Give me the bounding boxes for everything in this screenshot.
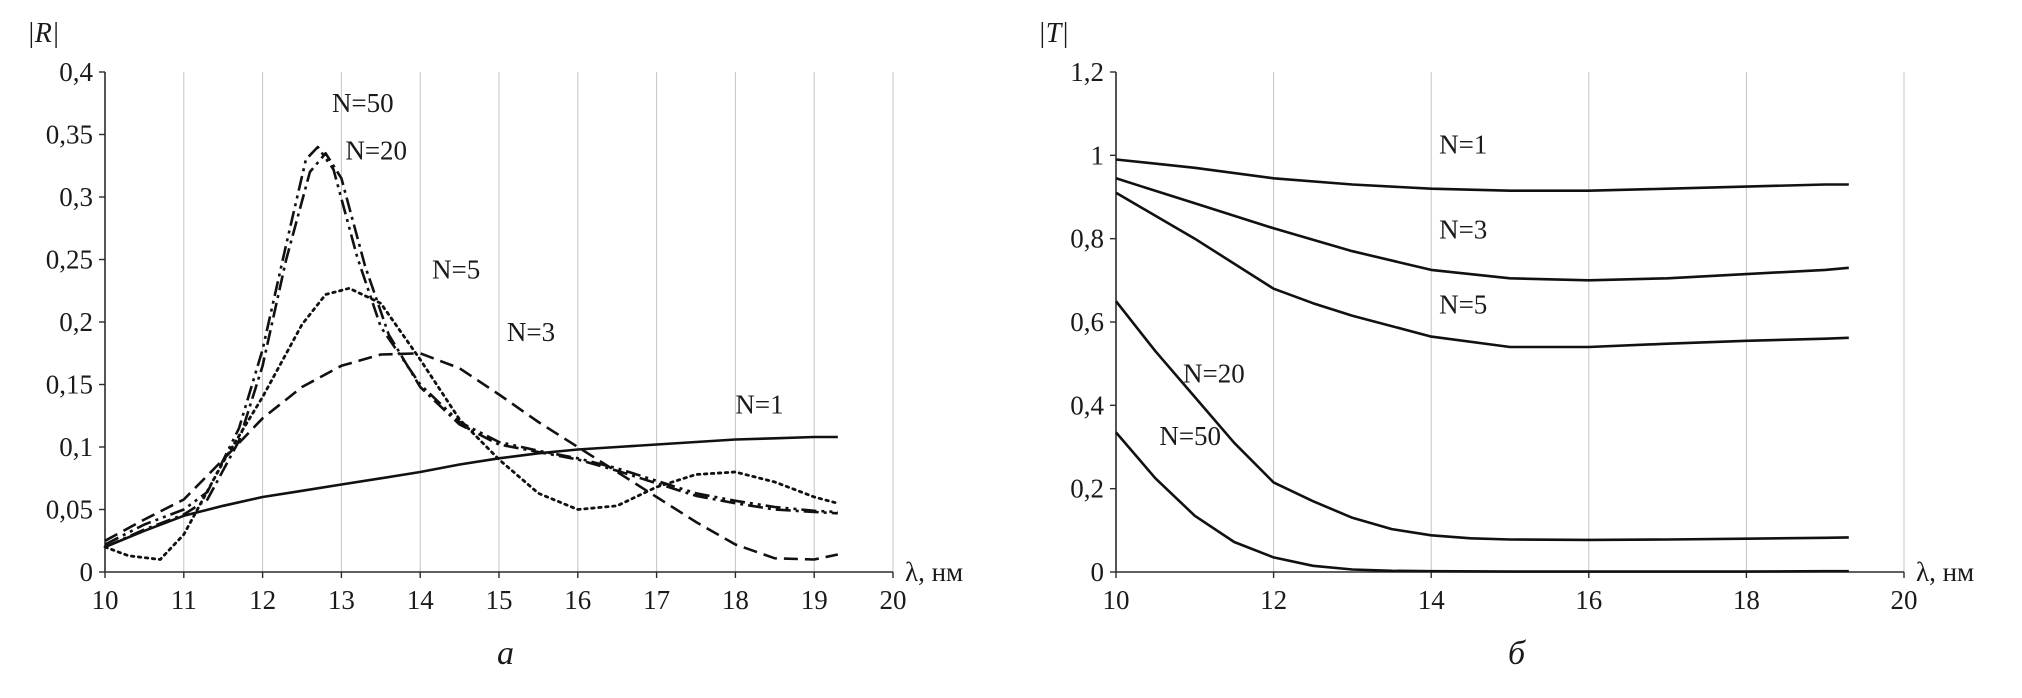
line-chart-svg: 0 0,05 0,1 0,15 0,2 0,25 0,3 0,35 0,4 10 11 12 13 14 1… (27, 18, 963, 615)
series-curve-N3 (1115, 177, 1849, 282)
x-tick-label: 10 (92, 585, 119, 615)
series-label-N1: N=1 (735, 389, 783, 419)
x-tick-label: 17 (643, 585, 670, 615)
y-tick-label: 0,8 (1070, 224, 1104, 254)
y-tick-label: 0,15 (46, 370, 93, 400)
x-tick-label: 20 (1891, 585, 1918, 615)
series-curve-N5 (1115, 191, 1849, 349)
x-tick-label: 19 (801, 585, 828, 615)
series-label-N20: N=20 (345, 136, 407, 166)
y-tick-label: 1,2 (1070, 57, 1104, 87)
figure-transmittance: 0 0,2 0,4 0,6 0,8 1 1,2 10 12 14 16 18 20 |T| λ, нм N=1… (1011, 0, 2022, 698)
y-tick-label: 0,3 (59, 182, 93, 212)
series-curve-N1 (104, 435, 838, 549)
y-tick-label: 0,1 (59, 432, 93, 462)
series-curve-N1 (1115, 158, 1849, 192)
x-tick-label: 18 (722, 585, 749, 615)
y-tick-label: 0,6 (1070, 307, 1104, 337)
y-tick-label: 0,35 (46, 120, 93, 150)
y-tick-label: 1 (1091, 140, 1105, 170)
series-label-N20: N=20 (1183, 358, 1245, 388)
y-tick-label: 0,4 (1070, 390, 1104, 420)
series-label-N3: N=3 (1439, 215, 1487, 245)
series-curve-N50 (104, 145, 838, 546)
transmittance-line-chart: 0 0,2 0,4 0,6 0,8 1 1,2 10 12 14 16 18 20 |T| λ, нм N=1… (1011, 0, 2022, 632)
series-label-N50: N=50 (1159, 421, 1221, 451)
x-tick-label: 14 (407, 585, 435, 615)
y-tick-label: 0 (1091, 557, 1105, 587)
x-tick-label: 10 (1103, 585, 1130, 615)
y-axis-title: |R| (27, 18, 60, 49)
x-tick-label: 12 (1260, 585, 1287, 615)
x-tick-label: 14 (1418, 585, 1446, 615)
y-tick-label: 0,2 (1070, 474, 1104, 504)
series-curve-N5 (103, 286, 840, 561)
y-tick-label: 0,05 (46, 495, 93, 525)
x-tick-label: 13 (328, 585, 355, 615)
figure-reflectance: 0 0,05 0,1 0,15 0,2 0,25 0,3 0,35 0,4 10 11 12 13 14 1… (0, 0, 1011, 672)
series-label-N5: N=5 (1439, 290, 1487, 320)
x-tick-label: 18 (1733, 585, 1760, 615)
y-tick-label: 0,25 (46, 245, 93, 275)
x-tick-label: 16 (1575, 585, 1602, 615)
x-tick-label: 12 (249, 585, 276, 615)
x-tick-label: 16 (564, 585, 591, 615)
y-tick-label: 0 (80, 557, 94, 587)
series-curve-N50 (1115, 431, 1849, 573)
x-tick-label: 15 (486, 585, 513, 615)
reflectance-line-chart: 0 0,05 0,1 0,15 0,2 0,25 0,3 0,35 0,4 10 11 12 13 14 1… (0, 0, 1011, 632)
x-tick-label: 11 (171, 585, 197, 615)
line-chart-svg: 0 0,2 0,4 0,6 0,8 1 1,2 10 12 14 16 18 20 |T| λ, нм N=1… (1038, 18, 1974, 615)
x-axis-label: λ, нм (1916, 557, 1974, 587)
figure-caption-a: а (497, 635, 514, 672)
series-label-N5: N=5 (432, 254, 480, 284)
x-tick-label: 20 (880, 585, 907, 615)
y-tick-label: 0,4 (59, 57, 93, 87)
series-curve-N20 (1114, 300, 1849, 542)
y-tick-label: 0,2 (59, 307, 93, 337)
series-label-N50: N=50 (332, 88, 394, 118)
series-label-N1: N=1 (1439, 129, 1487, 159)
series-label-N3: N=3 (507, 317, 555, 347)
series-curve-N3 (104, 351, 839, 561)
series-curve-N20 (104, 152, 838, 549)
x-axis-label: λ, нм (905, 557, 963, 587)
y-axis-title: |T| (1038, 18, 1069, 49)
figure-caption-b: б (1507, 635, 1526, 672)
